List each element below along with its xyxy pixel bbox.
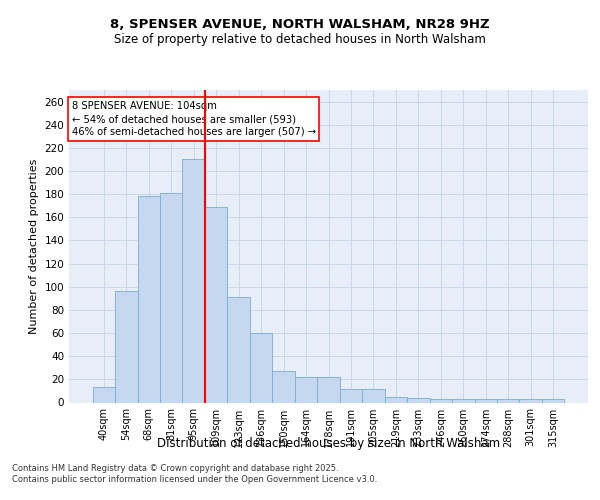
Bar: [430, 399, 452, 402]
Bar: [182, 160, 205, 402]
Y-axis label: Number of detached properties: Number of detached properties: [29, 158, 39, 334]
Text: 8, SPENSER AVENUE, NORTH WALSHAM, NR28 9HZ: 8, SPENSER AVENUE, NORTH WALSHAM, NR28 9…: [110, 18, 490, 30]
Bar: [227, 297, 250, 403]
Text: Contains public sector information licensed under the Open Government Licence v3: Contains public sector information licen…: [12, 475, 377, 484]
Bar: [317, 377, 340, 402]
Bar: [160, 193, 182, 402]
Bar: [340, 388, 362, 402]
Bar: [542, 399, 565, 402]
Text: Distribution of detached houses by size in North Walsham: Distribution of detached houses by size …: [157, 438, 500, 450]
Bar: [362, 388, 385, 402]
Text: 8 SPENSER AVENUE: 104sqm
← 54% of detached houses are smaller (593)
46% of semi-: 8 SPENSER AVENUE: 104sqm ← 54% of detach…: [71, 101, 316, 138]
Text: Contains HM Land Registry data © Crown copyright and database right 2025.: Contains HM Land Registry data © Crown c…: [12, 464, 338, 473]
Text: Size of property relative to detached houses in North Walsham: Size of property relative to detached ho…: [114, 32, 486, 46]
Bar: [92, 388, 115, 402]
Bar: [385, 396, 407, 402]
Bar: [520, 399, 542, 402]
Bar: [452, 399, 475, 402]
Bar: [115, 292, 137, 403]
Bar: [407, 398, 430, 402]
Bar: [475, 399, 497, 402]
Bar: [137, 196, 160, 402]
Bar: [205, 207, 227, 402]
Bar: [497, 399, 520, 402]
Bar: [250, 333, 272, 402]
Bar: [295, 377, 317, 402]
Bar: [272, 371, 295, 402]
